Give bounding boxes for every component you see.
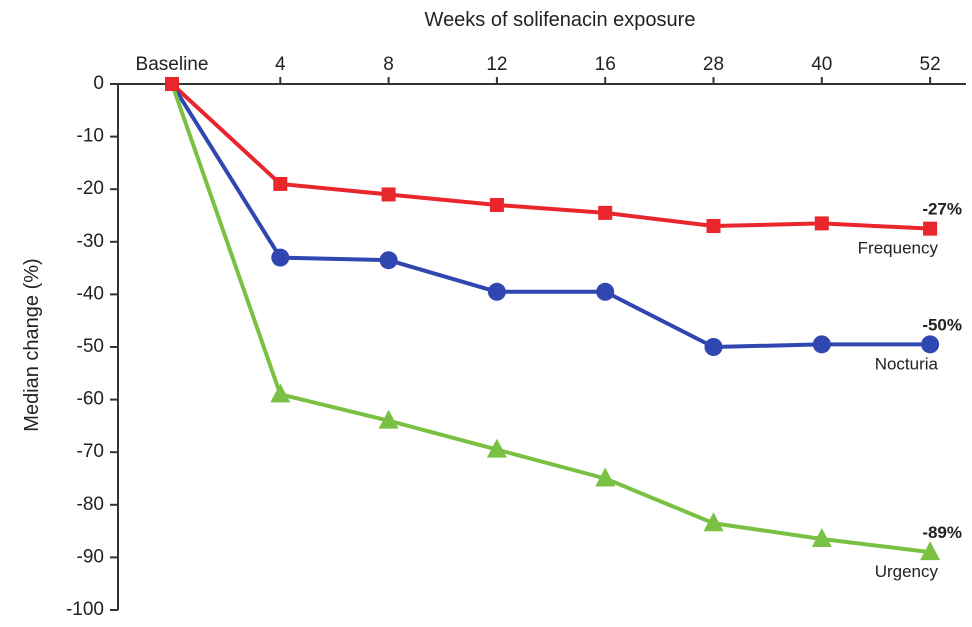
- nocturia-point: [487, 282, 506, 301]
- series-layer: [165, 77, 941, 561]
- frequency-line: [170, 82, 931, 231]
- nocturia-point: [271, 248, 290, 267]
- y-tick-label: -60: [77, 389, 104, 410]
- urgency-point: [486, 438, 507, 458]
- y-tick-label: -40: [77, 283, 104, 304]
- x-tick-label: 16: [595, 54, 616, 75]
- nocturia-point: [379, 251, 398, 270]
- x-tick-label: 12: [486, 54, 507, 75]
- urgency-end-label: -89%: [922, 523, 962, 542]
- nocturia-series-name: Nocturia: [875, 354, 939, 373]
- frequency-point: [923, 221, 938, 236]
- y-axis-title: Median change (%): [21, 258, 43, 431]
- x-tick-label: 4: [275, 54, 286, 75]
- urgency-series-name: Urgency: [875, 562, 939, 581]
- frequency-end-label: -27%: [922, 200, 962, 219]
- y-tick-label: -100: [66, 599, 104, 620]
- frequency-point: [381, 187, 396, 202]
- y-tick-label: -10: [77, 126, 104, 147]
- x-tick-label: 8: [383, 54, 394, 75]
- urgency-point: [270, 383, 291, 403]
- urgency-series: [165, 77, 941, 561]
- nocturia-line: [170, 82, 931, 349]
- y-axis-title-group: Median change (%): [21, 258, 43, 431]
- frequency-point: [814, 216, 829, 231]
- x-ticks: Baseline 4 8 12 16 28 40 52: [136, 54, 941, 84]
- nocturia-point: [812, 335, 831, 354]
- x-tick-label: Baseline: [136, 54, 209, 75]
- y-tick-label: -80: [77, 494, 104, 515]
- x-axis-title: Weeks of solifenacin exposure: [425, 9, 696, 31]
- y-tick-label: -90: [77, 546, 104, 567]
- y-ticks: 0 -10 -20 -30 -40 -50 -60 -70 -80 -90 -100: [66, 73, 118, 620]
- y-tick-label: -20: [77, 178, 104, 199]
- frequency-series-name: Frequency: [858, 239, 939, 258]
- frequency-point: [706, 219, 721, 234]
- urgency-point: [920, 541, 941, 561]
- nocturia-point: [921, 335, 940, 354]
- urgency-point: [703, 512, 724, 532]
- y-tick-label: 0: [93, 73, 104, 94]
- y-tick-label: -30: [77, 231, 104, 252]
- urgency-point: [811, 527, 832, 547]
- frequency-point: [598, 205, 613, 220]
- urgency-line: [170, 83, 931, 555]
- y-tick-label: -70: [77, 441, 104, 462]
- x-axis-title-group: Weeks of solifenacin exposure: [425, 9, 696, 31]
- urgency-point: [378, 409, 399, 429]
- frequency-series: [165, 77, 938, 236]
- frequency-point: [273, 176, 288, 191]
- x-tick-label: 28: [703, 54, 724, 75]
- nocturia-point: [704, 338, 723, 356]
- x-tick-label: 40: [811, 54, 832, 75]
- frequency-point: [489, 197, 504, 212]
- x-tick-label: 52: [920, 54, 941, 75]
- nocturia-end-label: -50%: [922, 315, 962, 334]
- nocturia-point: [596, 282, 615, 301]
- series-labels: -27% Frequency -50% Nocturia -89% Urgency: [858, 200, 962, 581]
- urgency-point: [595, 467, 616, 487]
- urgency-baseline-point: [165, 77, 179, 91]
- y-tick-label: -50: [77, 336, 104, 357]
